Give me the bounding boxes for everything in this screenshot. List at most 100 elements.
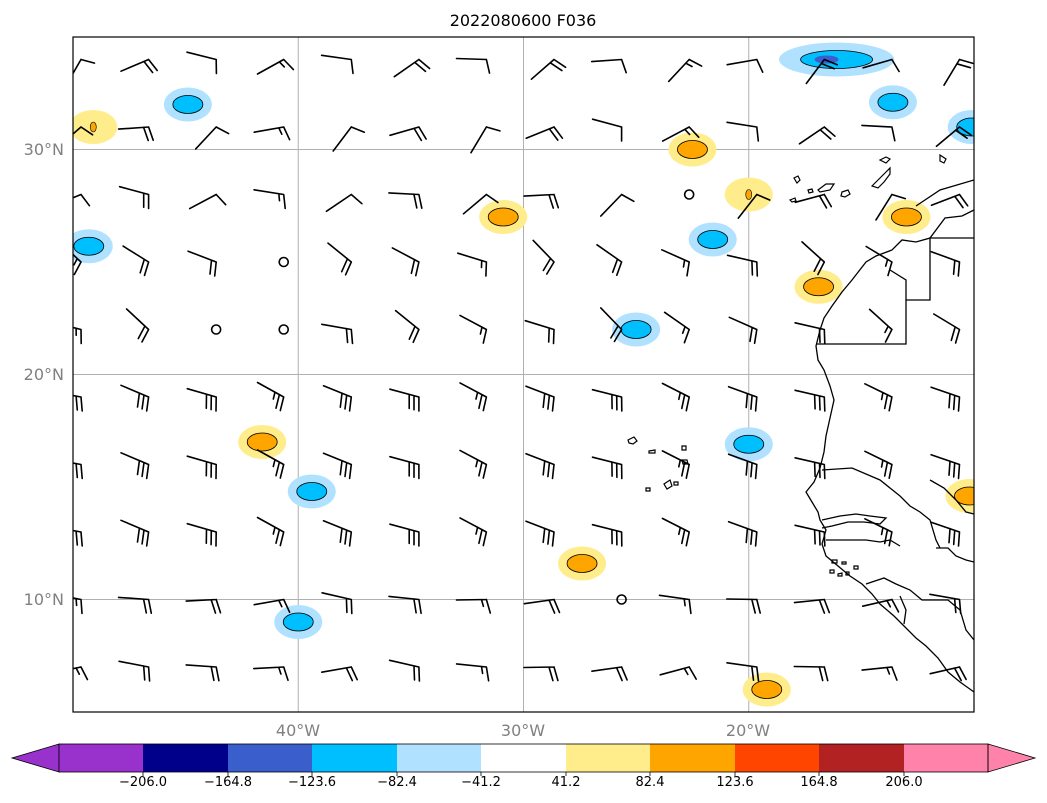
cb-label-10: 206.0	[885, 775, 922, 790]
contour-feature-negative-15	[612, 312, 661, 347]
contour-inner-10	[73, 236, 105, 256]
colorbar-segment-0	[59, 744, 143, 772]
wind-barb-73	[186, 387, 217, 412]
wind-barb-82	[794, 389, 826, 412]
wind-barb-94	[661, 450, 690, 479]
contour-inner-3	[751, 680, 783, 699]
wind-barb-101	[186, 522, 217, 547]
colorbar-segment-6	[566, 744, 650, 772]
wind-barb-22	[525, 126, 564, 141]
wind-barb-69	[868, 308, 893, 343]
wind-barb-89	[322, 452, 353, 480]
wind-barb-134	[523, 666, 559, 682]
latitude-labels: 30°N 20°N 10°N	[24, 140, 64, 609]
wind-barb-105	[459, 517, 488, 547]
coastline	[805, 179, 974, 693]
wind-barb-12	[805, 58, 839, 85]
wind-barb-79	[591, 388, 623, 412]
wind-barb-132	[388, 659, 421, 682]
canary-island-2	[807, 188, 814, 194]
wind-barb-129	[185, 664, 220, 682]
contour-inner-12	[296, 482, 328, 501]
wind-barb-126	[929, 593, 962, 615]
wind-barb-67	[728, 316, 758, 345]
lon-label-40w: 40°W	[276, 721, 320, 740]
canary-island-1	[793, 175, 801, 184]
contour-inner-15	[620, 320, 652, 339]
wind-barb-84	[930, 386, 961, 412]
wind-barb-63	[459, 314, 488, 344]
wind-barb-39	[737, 193, 771, 219]
wind-barb-30	[118, 185, 150, 210]
contour-inner-11	[282, 612, 314, 632]
wind-barb-78	[525, 385, 555, 412]
wind-barb-127	[73, 666, 89, 681]
wind-barb-calm-46	[278, 256, 290, 268]
wind-barb-26	[798, 126, 836, 145]
wind-barb-77	[459, 382, 488, 412]
wind-barb-54	[801, 241, 826, 276]
wind-barb-56	[930, 250, 961, 277]
wind-barb-58	[125, 308, 150, 343]
wind-barb-31	[188, 193, 227, 210]
cape-verde-2	[648, 449, 656, 454]
cb-label-4: −82.4	[377, 775, 417, 790]
wind-barb-11	[726, 58, 764, 73]
cape-verde-6	[673, 481, 679, 486]
colorbar-segment-7	[650, 744, 735, 772]
contour-feature-positive-4	[945, 479, 974, 513]
contour-inner-16	[172, 95, 204, 114]
canary-island-5	[870, 166, 891, 189]
wind-barb-96	[794, 457, 826, 480]
bijagos	[831, 559, 847, 565]
lat-label-10n: 10°N	[24, 590, 64, 609]
wind-barb-34	[388, 192, 423, 209]
wind-barb-18	[253, 126, 291, 141]
contour-inner-7	[677, 140, 708, 159]
wind-barb-106	[525, 520, 555, 547]
wind-barb-104	[389, 523, 420, 547]
contour-inner-19	[956, 117, 974, 137]
wind-barb-41	[875, 193, 907, 221]
wind-barb-71	[73, 394, 83, 412]
contour-feature-positive-8	[724, 177, 773, 212]
wind-barb-131	[321, 666, 358, 682]
wind-barb-92	[525, 452, 555, 480]
wind-barb-44	[122, 245, 150, 277]
wind-barb-120	[523, 598, 561, 614]
wind-barb-85	[73, 462, 83, 480]
wind-barb-93	[591, 456, 623, 480]
cb-label-9: 164.8	[800, 775, 837, 790]
wind-barb-calm-59	[210, 324, 222, 335]
wind-barb-98	[930, 453, 961, 480]
wind-barb-123	[726, 598, 761, 614]
contour-inner-1	[246, 432, 278, 452]
canary-island-6	[788, 197, 797, 203]
contour-inner-8	[745, 189, 753, 200]
wind-barb-28	[935, 126, 972, 148]
wind-barb-115	[185, 598, 222, 614]
morocco-border	[915, 179, 974, 207]
wind-barb-61	[321, 323, 354, 345]
wind-barb-calm-38	[683, 189, 695, 200]
longitude-labels: 40°W 30°W 20°W	[276, 721, 770, 740]
wind-barb-27	[861, 124, 896, 142]
wind-barb-122	[658, 594, 692, 615]
colorbar-frame	[58, 743, 989, 773]
wind-barb-calm-60	[278, 324, 290, 335]
lat-label-20n: 20°N	[24, 365, 64, 384]
cb-label-7: 82.4	[636, 775, 665, 790]
wind-barb-48	[391, 247, 420, 277]
wind-barb-76	[389, 388, 420, 412]
wind-barb-138	[793, 665, 829, 682]
wind-barb-113	[73, 597, 83, 615]
wind-barb-25	[726, 121, 760, 142]
wind-barb-13	[862, 58, 900, 73]
colorbar-segment-2	[228, 744, 312, 772]
wind-barb-137	[726, 662, 760, 682]
wind-barb-29	[73, 193, 91, 207]
wind-barb-125	[861, 598, 900, 613]
contour-feature-negative-14	[724, 427, 773, 462]
wind-barb-83	[864, 383, 893, 412]
mauritania-border	[889, 269, 907, 300]
